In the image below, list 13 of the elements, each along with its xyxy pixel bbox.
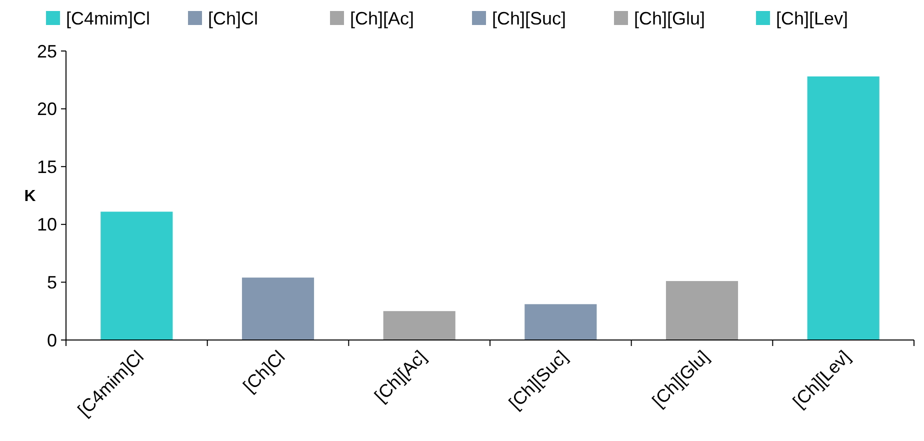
y-tick-label: 0 xyxy=(46,330,57,350)
legend-label: [Ch]Cl xyxy=(208,8,258,28)
y-axis-title: K xyxy=(24,188,36,206)
y-tick-label: 20 xyxy=(36,99,57,120)
legend-label: [C4mim]Cl xyxy=(66,8,150,28)
y-tick-label: 10 xyxy=(36,214,57,235)
legend-label: [Ch][Lev] xyxy=(776,8,848,28)
y-tick-label: 15 xyxy=(36,156,57,177)
legend-label: [Ch][Suc] xyxy=(492,8,566,28)
legend-label: [Ch][Ac] xyxy=(350,8,414,28)
legend-label: [Ch][Glu] xyxy=(634,8,706,28)
y-tick-label: 25 xyxy=(36,41,57,62)
y-tick-label: 5 xyxy=(46,272,57,292)
